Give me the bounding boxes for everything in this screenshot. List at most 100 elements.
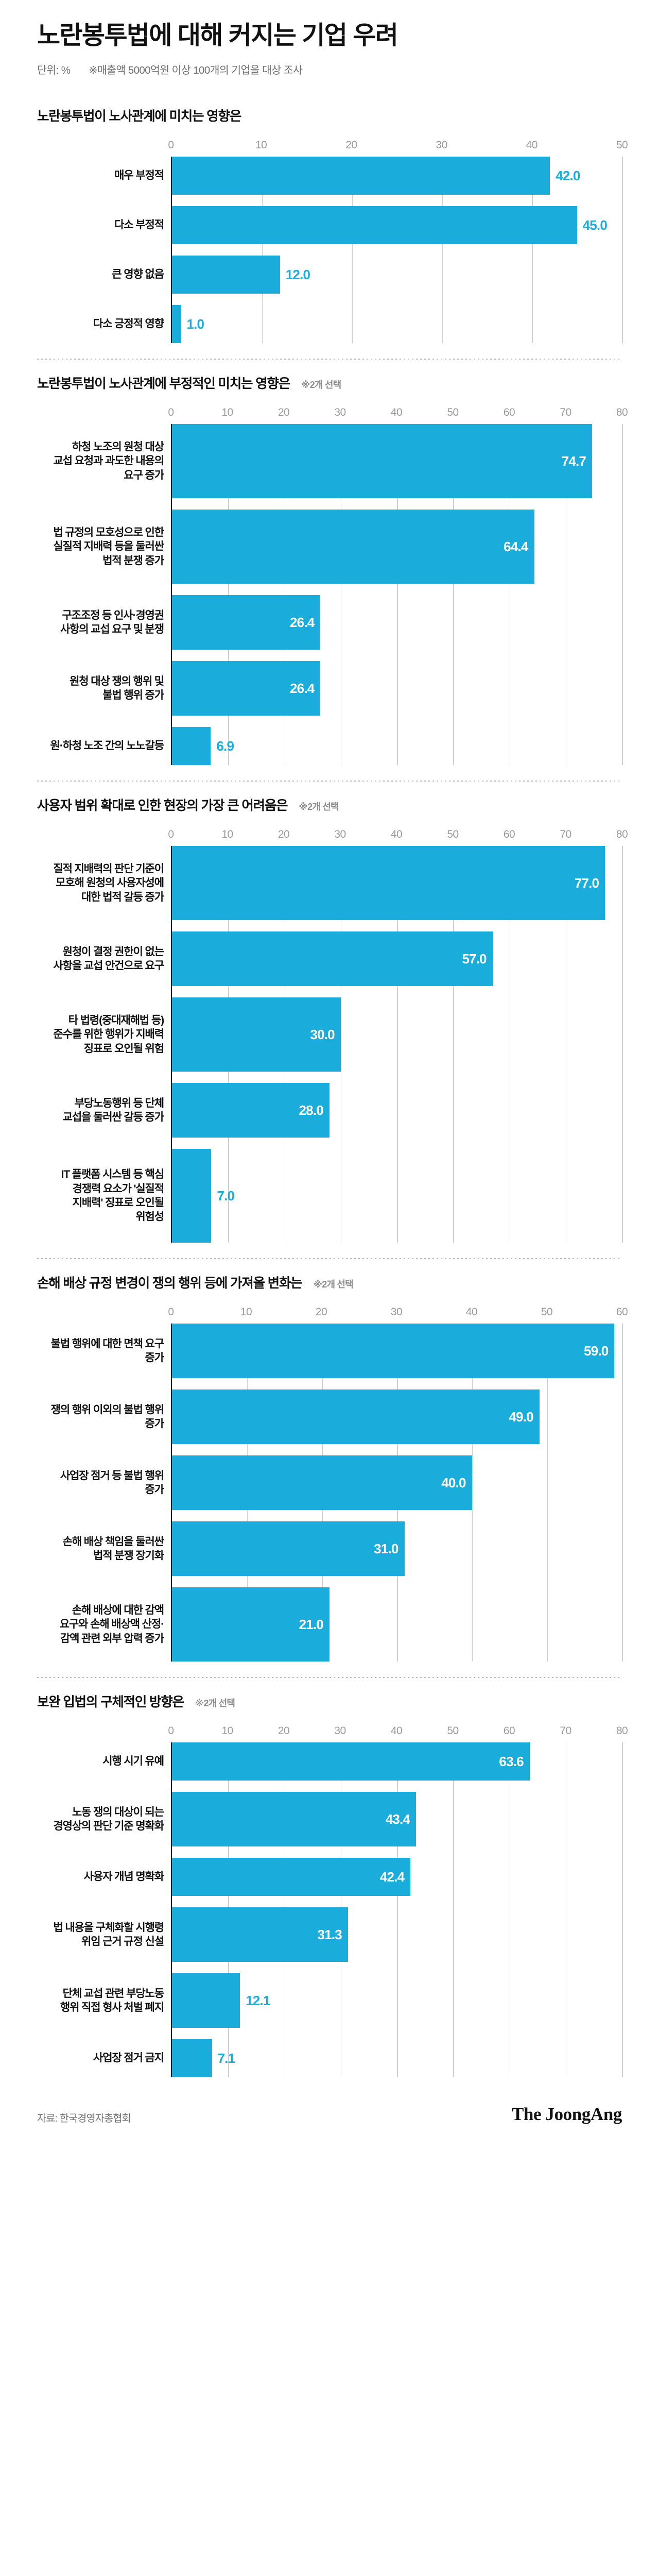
gridline <box>622 423 623 765</box>
bar-row[interactable]: 6.9 <box>172 726 622 765</box>
label-column-spacer <box>37 406 171 424</box>
bar-row[interactable]: 64.4 <box>172 509 622 584</box>
bar-row[interactable]: 31.0 <box>172 1521 622 1576</box>
bar-value-label: 63.6 <box>499 1753 524 1769</box>
bar[interactable]: 63.6 <box>172 1742 530 1781</box>
bar-row[interactable]: 77.0 <box>172 845 622 920</box>
bar-row[interactable]: 74.7 <box>172 423 622 498</box>
plot-area: 42.0 45.0 12.0 1.0 <box>171 156 623 343</box>
category-label: 구조조정 등 인사·경영권 사항의 교섭 요구 및 분쟁 <box>60 609 164 635</box>
bar-row[interactable]: 42.0 <box>172 156 622 195</box>
bar[interactable]: 40.0 <box>172 1455 472 1510</box>
bar-row[interactable]: 30.0 <box>172 997 622 1072</box>
bar-row[interactable]: 59.0 <box>172 1323 622 1378</box>
axis-tick-label: 40 <box>390 1724 403 1737</box>
header: 노란봉투법에 대해 커지는 기업 우려 단위: % ※매출액 5000억원 이상… <box>37 0 622 77</box>
bar[interactable]: 64.4 <box>172 509 534 584</box>
bar-value-label: 59.0 <box>584 1343 609 1359</box>
axis-tick-label: 40 <box>390 406 403 418</box>
section-header: 노란봉투법이 노사관계에 미치는 영향은 <box>37 106 622 125</box>
section-header: 사용자 범위 확대로 인한 현장의 가장 큰 어려움은 ※2개 선택 <box>37 795 622 814</box>
bar-row[interactable]: 7.1 <box>172 2039 622 2077</box>
bar[interactable]: 1.0 <box>172 304 204 343</box>
section-divider <box>37 780 622 782</box>
section-divider <box>37 1676 622 1678</box>
bar-value-label: 77.0 <box>574 875 599 891</box>
axis-tick-label: 50 <box>447 828 459 840</box>
bar[interactable]: 7.0 <box>172 1148 235 1243</box>
bar-row[interactable]: 42.4 <box>172 1857 622 1896</box>
section-title: 노란봉투법이 노사관계에 미치는 영향은 <box>37 109 241 124</box>
bar-row[interactable]: 28.0 <box>172 1082 622 1138</box>
bar-row[interactable]: 40.0 <box>172 1455 622 1510</box>
plot-area: 63.6 43.4 42.4 31.3 12.1 7.1 <box>171 1742 623 2077</box>
category-label: 매우 부정적 <box>114 170 164 182</box>
bar-row[interactable]: 26.4 <box>172 595 622 650</box>
bar[interactable]: 77.0 <box>172 845 605 920</box>
bar[interactable]: 42.0 <box>172 156 580 195</box>
bar-row[interactable]: 43.4 <box>172 1791 622 1846</box>
bar-value-label: 30.0 <box>310 1026 335 1042</box>
bar[interactable]: 6.9 <box>172 726 234 765</box>
bar[interactable]: 42.4 <box>172 1857 411 1896</box>
label-column-spacer <box>37 1306 171 1324</box>
bar-rows: 42.0 45.0 12.0 1.0 <box>172 156 622 343</box>
bar-row[interactable]: 45.0 <box>172 206 622 244</box>
bar[interactable]: 12.1 <box>172 1973 270 2028</box>
bar-row[interactable]: 57.0 <box>172 931 622 986</box>
bar[interactable]: 7.1 <box>172 2039 235 2077</box>
bar[interactable]: 31.0 <box>172 1521 405 1576</box>
bar-row[interactable]: 7.0 <box>172 1148 622 1243</box>
axis-tick-label: 0 <box>168 828 174 840</box>
category-label: 원·하청 노조 간의 노노갈등 <box>50 740 164 752</box>
section-header: 노란봉투법이 노사관계에 부정적인 미치는 영향은 ※2개 선택 <box>37 373 622 392</box>
bar-row[interactable]: 26.4 <box>172 660 622 716</box>
bar[interactable]: 28.0 <box>172 1082 330 1138</box>
bar[interactable]: 30.0 <box>172 997 341 1072</box>
axis-tick-label: 10 <box>221 1724 233 1737</box>
bar[interactable]: 12.0 <box>172 255 310 294</box>
axis-tick-label: 70 <box>560 828 571 840</box>
bar[interactable]: 26.4 <box>172 660 321 716</box>
section-title: 노란봉투법이 노사관계에 부정적인 미치는 영향은 <box>37 376 290 391</box>
section-title: 보완 입법의 구체적인 방향은 <box>37 1694 184 1709</box>
bar-row[interactable]: 1.0 <box>172 304 622 343</box>
bar-row[interactable]: 21.0 <box>172 1587 622 1662</box>
x-axis: 0 10 20 30 40 50 60 70 80 <box>168 828 628 846</box>
bar-value-label: 7.0 <box>217 1188 235 1204</box>
bar[interactable]: 45.0 <box>172 206 608 244</box>
bar-value-label: 21.0 <box>299 1616 323 1632</box>
bar[interactable]: 74.7 <box>172 423 593 498</box>
section-divider <box>37 358 622 360</box>
bar-row[interactable]: 63.6 <box>172 1742 622 1781</box>
bar-rows: 59.0 49.0 40.0 31.0 21.0 <box>172 1323 622 1662</box>
bar[interactable]: 21.0 <box>172 1587 330 1662</box>
chart-section-5: 보완 입법의 구체적인 방향은 ※2개 선택 0 10 20 30 40 50 60 70 80 시행… <box>37 1678 628 2079</box>
bar-row[interactable]: 12.0 <box>172 255 622 294</box>
bar[interactable]: 59.0 <box>172 1323 615 1378</box>
axis-tick-label: 60 <box>503 1724 515 1737</box>
label-column-spacer <box>37 828 171 846</box>
bar-row[interactable]: 49.0 <box>172 1389 622 1444</box>
bar-chart: 0 10 20 30 40 50 60 70 80 시행 시기 유예 노동 쟁의 대상이 되는 경영… <box>37 1724 628 2077</box>
section-note: ※2개 선택 <box>195 1698 235 1708</box>
footer: 자료: 한국경영자총협회 The JoongAng <box>37 2087 622 2142</box>
bar[interactable]: 49.0 <box>172 1389 540 1444</box>
section-header: 보완 입법의 구체적인 방향은 ※2개 선택 <box>37 1691 622 1710</box>
bar-value-label: 28.0 <box>299 1102 323 1118</box>
bar-row[interactable]: 31.3 <box>172 1907 622 1962</box>
bar-value-label: 40.0 <box>441 1475 466 1490</box>
axis-tick-label: 50 <box>447 406 459 418</box>
bar[interactable]: 26.4 <box>172 595 321 650</box>
bar[interactable]: 31.3 <box>172 1907 348 1962</box>
bar[interactable]: 57.0 <box>172 931 493 986</box>
unit-label: 단위: % <box>37 64 71 76</box>
axis-tick-label: 80 <box>616 1724 628 1737</box>
bar[interactable]: 43.4 <box>172 1791 417 1846</box>
section-note: ※2개 선택 <box>301 379 341 390</box>
bar-value-label: 74.7 <box>561 453 586 469</box>
plot-area: 59.0 49.0 40.0 31.0 21.0 <box>171 1323 623 1662</box>
category-labels: 하청 노조의 원청 대상 교섭 요청과 과도한 내용의 요구 증가 법 규정의 모… <box>37 424 171 765</box>
bar-row[interactable]: 12.1 <box>172 1973 622 2028</box>
axis-tick-label: 30 <box>334 406 346 418</box>
